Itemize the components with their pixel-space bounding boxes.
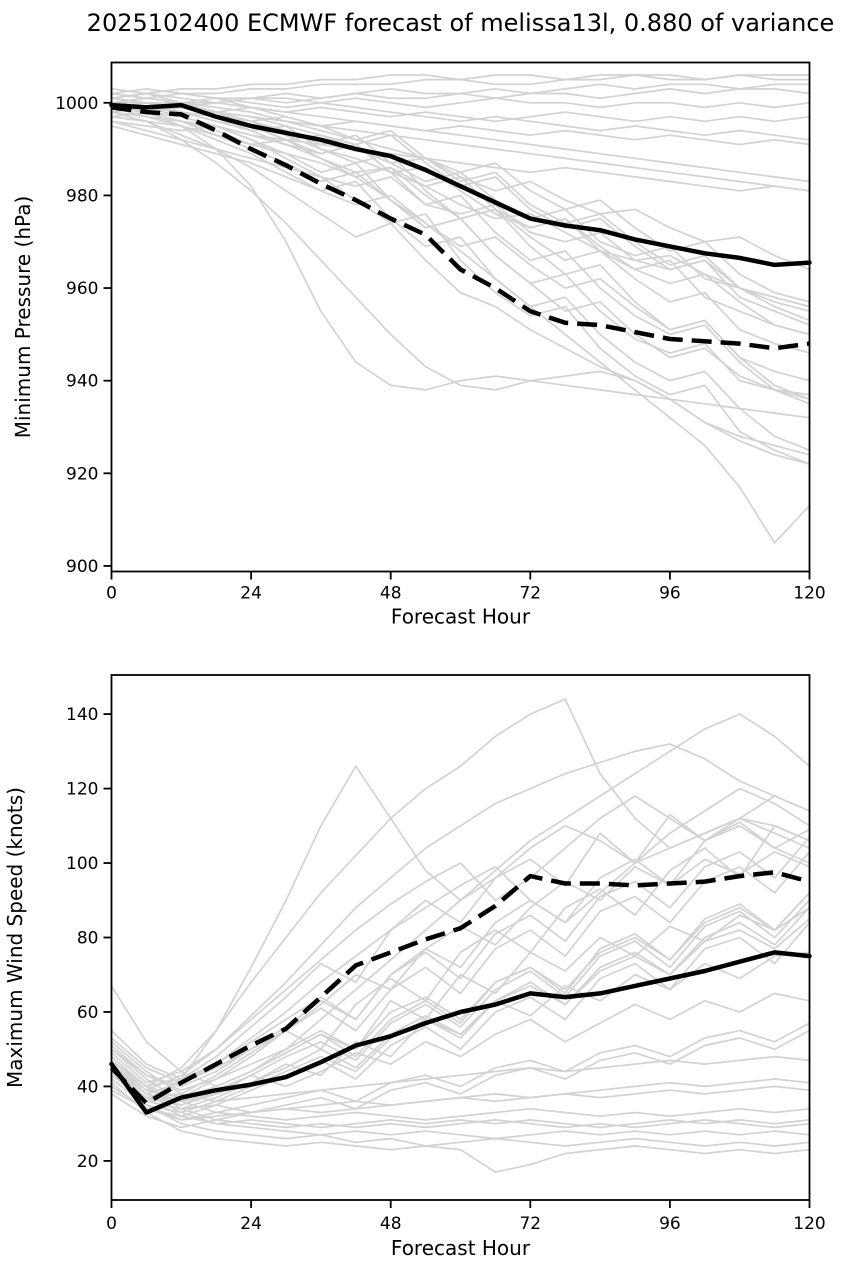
ensemble-member-line (110, 795, 811, 1084)
axes-frame (110, 61, 811, 573)
ensemble-member-line (110, 88, 811, 322)
ensemble-member-line (110, 1055, 811, 1129)
y-tick-label: 40 (77, 1077, 99, 1097)
ensemble-member-line (110, 813, 811, 1088)
x-tick-label: 72 (519, 1214, 541, 1234)
x-tick-label: 24 (240, 584, 262, 604)
ensemble-member-line (110, 101, 811, 419)
mean-forecast-line (109, 102, 812, 268)
ensemble-member-line (110, 713, 811, 1088)
x-tick-label: 120 (793, 584, 825, 604)
ensemble-member-line (110, 111, 811, 336)
ensemble-member-line (110, 106, 811, 123)
x-axis-label: Forecast Hour (391, 605, 531, 629)
x-tick-label: 0 (106, 1214, 117, 1234)
ensemble-member-line (110, 1070, 811, 1147)
ensemble-member-line (110, 1029, 811, 1129)
ensemble-member-line (110, 115, 811, 354)
ensemble-member-line (110, 891, 811, 1092)
y-tick-label: 140 (66, 705, 98, 725)
ensemble-member-line (110, 83, 811, 109)
figure-title: 2025102400 ECMWF forecast of melissa13l,… (86, 9, 835, 37)
y-tick-label: 920 (66, 464, 98, 484)
ensemble-member-line (110, 88, 811, 113)
x-tick-label: 72 (519, 584, 541, 604)
y-axis-ticks: 1000 980 960 940 920 900 (55, 94, 112, 577)
y-tick-label: 120 (66, 780, 98, 800)
ensemble-member-line (110, 824, 811, 1088)
ensemble-member-line (110, 120, 811, 192)
x-axis-ticks: 0 24 48 72 96 120 (106, 1200, 826, 1234)
pressure-chart: 0 24 48 72 96 120 1000 980 960 940 920 900 Forecast … (11, 61, 826, 629)
x-tick-label: 48 (380, 584, 402, 604)
ensemble-member-line (110, 106, 811, 465)
ensemble-member-line (110, 97, 811, 336)
ensemble-member-line (110, 992, 811, 1103)
ensemble-member-line (110, 88, 811, 405)
ensemble-member-line (110, 1066, 811, 1129)
ensemble-member-line (110, 1048, 811, 1121)
x-tick-label: 96 (659, 1214, 681, 1234)
dashed-forecast-line (109, 870, 811, 1106)
ensemble-member-line (110, 765, 811, 1103)
ensemble-member-line (110, 918, 811, 1114)
ensemble-member-line (110, 906, 811, 1110)
ensemble-member-line (110, 1081, 811, 1173)
ensemble-member-line (110, 1022, 811, 1121)
x-tick-label: 120 (793, 1214, 825, 1234)
y-tick-label: 940 (66, 372, 98, 392)
ensemble-member-line (110, 836, 811, 1080)
ensemble-member-line (110, 824, 811, 1099)
ensemble-members (110, 698, 811, 1173)
ensemble-member-line (110, 101, 811, 192)
ensemble-member-line (110, 106, 811, 452)
y-tick-label: 980 (66, 186, 98, 206)
x-tick-label: 48 (380, 1214, 402, 1234)
x-tick-label: 0 (106, 584, 117, 604)
ensemble-member-line (110, 1063, 811, 1140)
y-tick-label: 900 (66, 557, 98, 577)
ensemble-members (110, 74, 811, 544)
ensemble-member-line (110, 74, 811, 100)
y-tick-label: 1000 (55, 94, 98, 114)
x-tick-label: 96 (659, 584, 681, 604)
ensemble-member-line (110, 92, 811, 141)
ensemble-member-line (110, 111, 811, 465)
y-axis-label: Minimum Pressure (hPa) (11, 196, 35, 439)
ensemble-member-line (110, 787, 811, 1095)
wind-chart: 0 24 48 72 96 120 140 120 100 80 60 40 20 Forecast Ho… (3, 674, 826, 1260)
y-tick-label: 60 (77, 1003, 99, 1023)
x-axis-label: Forecast Hour (391, 1236, 531, 1260)
ensemble-member-line (110, 921, 811, 1118)
ensemble-member-line (110, 92, 811, 183)
dashed-forecast-line (111, 105, 810, 351)
y-axis-ticks: 140 120 100 80 60 40 20 (66, 705, 112, 1172)
ensemble-member-line (110, 743, 811, 1092)
ensemble-member-line (110, 125, 811, 382)
x-axis-ticks: 0 24 48 72 96 120 (106, 571, 826, 604)
mean-forecast-line (109, 950, 812, 1115)
ensemble-member-line (110, 899, 811, 1106)
y-tick-label: 960 (66, 279, 98, 299)
ensemble-member-line (110, 1078, 811, 1121)
y-axis-label: Maximum Wind Speed (knots) (3, 787, 27, 1088)
ensemble-member-line (110, 111, 811, 308)
y-tick-label: 20 (77, 1152, 99, 1172)
ensemble-member-line (110, 101, 811, 544)
y-tick-label: 100 (66, 854, 98, 874)
ensemble-member-line (110, 698, 811, 1088)
y-tick-label: 80 (77, 929, 99, 949)
x-tick-label: 24 (240, 1214, 262, 1234)
ensemble-member-line (110, 851, 811, 1084)
